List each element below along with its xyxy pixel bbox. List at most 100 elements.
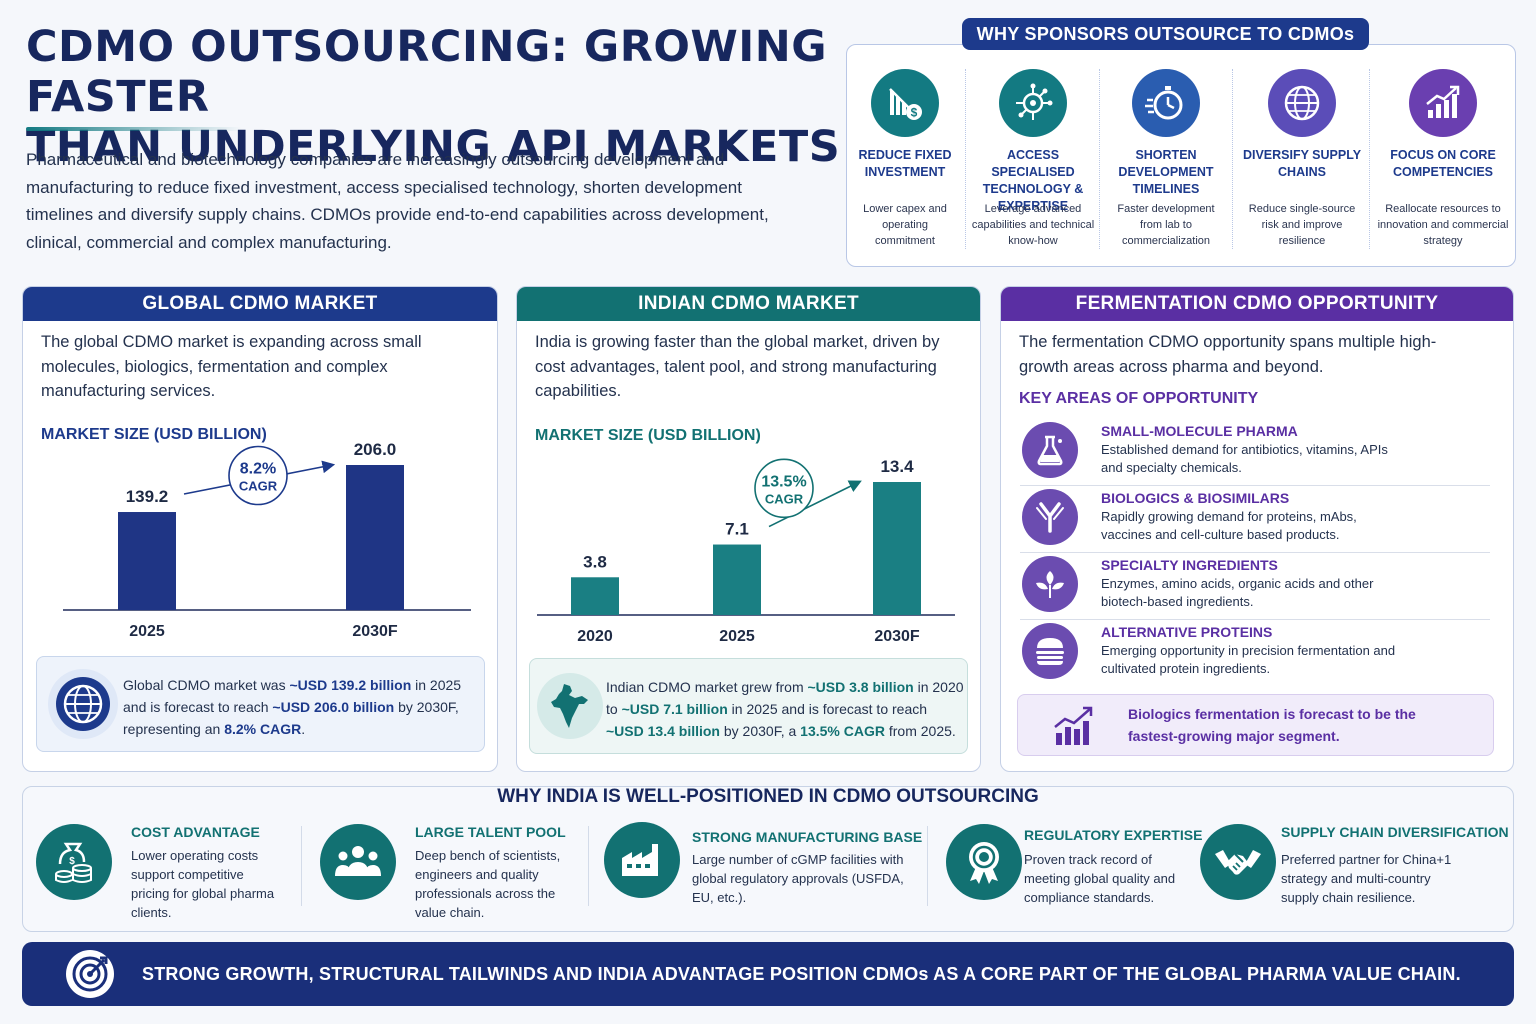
footer-banner: STRONG GROWTH, STRUCTURAL TAILWINDS AND … bbox=[22, 942, 1514, 1006]
india-item-heading: COST ADVANTAGE bbox=[131, 824, 260, 840]
info-highlight: ~USD 206.0 billion bbox=[272, 699, 395, 715]
indian-card-text: India is growing faster than the global … bbox=[535, 333, 940, 400]
opportunity-desc: Emerging opportunity in precision fermen… bbox=[1101, 643, 1396, 676]
why-item-desc: Lower capex and operating commitment bbox=[863, 203, 947, 247]
target-icon bbox=[66, 950, 114, 998]
chart-bar bbox=[873, 482, 921, 615]
leaf-icon bbox=[1022, 556, 1078, 612]
info-text-segment: by 2030F, representing an bbox=[123, 699, 459, 737]
intro-paragraph: Pharmaceutical and biotechnology compani… bbox=[26, 150, 769, 252]
opportunity-heading: SMALL-MOLECULE PHARMA bbox=[1101, 423, 1298, 439]
info-text-segment: in 2020 to bbox=[606, 679, 964, 717]
growth-chart-icon bbox=[1409, 69, 1477, 137]
fermentation-card-header: FERMENTATION CDMO OPPORTUNITY bbox=[1001, 287, 1513, 321]
chart-bar bbox=[713, 544, 761, 615]
svg-text:$: $ bbox=[69, 856, 75, 867]
india-item-heading: SUPPLY CHAIN DIVERSIFICATION bbox=[1281, 824, 1509, 840]
india-item-manufacturing: STRONG MANUFACTURING BASE Large number o… bbox=[604, 822, 924, 922]
opportunity-biologics: BIOLOGICS & BIOSIMILARS Rapidly growing … bbox=[1020, 487, 1490, 553]
title-line-1: CDMO OUTSOURCING: GROWING FASTER bbox=[26, 22, 828, 122]
info-highlight: 13.5% CAGR bbox=[800, 723, 885, 739]
india-map-icon bbox=[537, 673, 603, 739]
svg-text:$: $ bbox=[911, 106, 918, 120]
cagr-label: CAGR bbox=[765, 491, 804, 506]
info-highlight: 8.2% CAGR bbox=[224, 721, 302, 737]
global-card-text: The global CDMO market is expanding acro… bbox=[41, 333, 422, 400]
award-badge-icon bbox=[946, 824, 1022, 900]
chart-value-label: 7.1 bbox=[725, 520, 749, 539]
opportunity-alt-proteins: ALTERNATIVE PROTEINS Emerging opportunit… bbox=[1020, 621, 1490, 687]
why-item-reduce-investment: $ REDUCE FIXED INVESTMENT Lower capex an… bbox=[851, 69, 959, 259]
india-divider bbox=[927, 826, 928, 906]
global-chart-title: MARKET SIZE (USD BILLION) bbox=[41, 426, 267, 443]
info-text-segment: Global CDMO market was bbox=[123, 677, 290, 693]
why-item-timelines: SHORTEN DEVELOPMENT TIMELINES Faster dev… bbox=[1107, 69, 1225, 259]
technology-circuit-icon bbox=[999, 69, 1067, 137]
global-info-text: Global CDMO market was ~USD 139.2 billio… bbox=[123, 674, 479, 740]
money-bag-icon: $ bbox=[36, 824, 112, 900]
why-item-desc: Faster development from lab to commercia… bbox=[1117, 203, 1215, 247]
chart-value-label: 139.2 bbox=[126, 487, 169, 506]
chart-value-label: 206.0 bbox=[354, 440, 397, 459]
key-areas-title: KEY AREAS OF OPPORTUNITY bbox=[1019, 390, 1259, 407]
why-item-heading: FOCUS ON CORE COMPETENCIES bbox=[1390, 148, 1496, 179]
fermentation-card: FERMENTATION CDMO OPPORTUNITY The fermen… bbox=[1000, 286, 1514, 772]
opportunity-divider bbox=[1020, 619, 1490, 620]
opportunity-desc: Rapidly growing demand for proteins, mAb… bbox=[1101, 509, 1357, 542]
india-item-heading: LARGE TALENT POOL bbox=[415, 824, 566, 840]
chart-bar bbox=[571, 577, 619, 615]
opportunity-specialty: SPECIALTY INGREDIENTS Enzymes, amino aci… bbox=[1020, 554, 1490, 620]
india-divider bbox=[301, 826, 302, 906]
footer-text: STRONG GROWTH, STRUCTURAL TAILWINDS AND … bbox=[142, 964, 1461, 984]
india-item-supply-chain: SUPPLY CHAIN DIVERSIFICATION Preferred p… bbox=[1200, 822, 1509, 922]
india-item-desc: Lower operating costs support competitiv… bbox=[131, 848, 275, 920]
cagr-badge bbox=[228, 445, 288, 506]
opportunity-desc: Enzymes, amino acids, organic acids and … bbox=[1101, 576, 1374, 609]
global-info-box: Global CDMO market was ~USD 139.2 billio… bbox=[36, 656, 485, 752]
fermentation-highlight-box: Biologics fermentation is forecast to be… bbox=[1017, 694, 1494, 756]
growth-chart-icon bbox=[1054, 706, 1093, 745]
chart-category-label: 2020 bbox=[577, 628, 613, 645]
title-underline bbox=[26, 127, 242, 131]
info-text-segment: Indian CDMO market grew from bbox=[606, 679, 808, 695]
indian-market-card: INDIAN CDMO MARKET India is growing fast… bbox=[516, 286, 981, 772]
info-text-segment: by 2030F, a bbox=[719, 723, 801, 739]
fermentation-highlight-text: Biologics fermentation is forecast to be… bbox=[1128, 706, 1416, 744]
opportunity-small-molecule: SMALL-MOLECULE PHARMA Established demand… bbox=[1020, 420, 1490, 486]
why-item-core-competencies: FOCUS ON CORE COMPETENCIES Reallocate re… bbox=[1377, 69, 1509, 259]
india-position-title: WHY INDIA IS WELL-POSITIONED IN CDMO OUT… bbox=[497, 786, 1039, 807]
why-outsource-title: WHY SPONSORS OUTSOURCE TO CDMOs bbox=[962, 18, 1369, 50]
why-item-supply-chains: DIVERSIFY SUPPLY CHAINS Reduce single-so… bbox=[1241, 69, 1363, 259]
chart-category-label: 2025 bbox=[719, 628, 755, 645]
why-divider bbox=[965, 69, 966, 249]
why-item-heading: SHORTEN DEVELOPMENT TIMELINES bbox=[1118, 148, 1214, 196]
burger-icon bbox=[1022, 623, 1078, 679]
info-highlight: ~USD 139.2 billion bbox=[289, 677, 412, 693]
info-text-segment: in 2025 and is forecast to reach bbox=[123, 677, 462, 715]
stopwatch-icon bbox=[1132, 69, 1200, 137]
global-market-chart: 139.2 2025 206.0 2030F 8.2%CAGR bbox=[63, 440, 471, 640]
why-divider bbox=[1369, 69, 1370, 249]
opportunity-divider bbox=[1020, 552, 1490, 553]
india-item-desc: Proven track record of meeting global qu… bbox=[1024, 852, 1176, 905]
india-item-talent: LARGE TALENT POOL Deep bench of scientis… bbox=[320, 822, 580, 922]
india-divider bbox=[588, 826, 589, 906]
chart-category-label: 2030F bbox=[874, 628, 920, 645]
chart-category-label: 2030F bbox=[352, 623, 398, 640]
why-item-desc: Leverage advanced capabilities and techn… bbox=[971, 203, 1095, 247]
indian-market-chart: 3.8 2020 7.1 2025 13.4 2030F 13.5%CAGR bbox=[537, 457, 955, 645]
opportunity-divider bbox=[1020, 485, 1490, 486]
chart-value-label: 3.8 bbox=[583, 552, 607, 571]
chart-bar bbox=[118, 512, 176, 610]
opportunity-heading: BIOLOGICS & BIOSIMILARS bbox=[1101, 490, 1290, 506]
info-text-segment: from 2025. bbox=[884, 723, 956, 739]
india-item-desc: Preferred partner for China+1 strategy a… bbox=[1281, 852, 1452, 905]
opportunity-heading: SPECIALTY INGREDIENTS bbox=[1101, 557, 1278, 573]
opportunity-desc: Established demand for antibiotics, vita… bbox=[1101, 442, 1388, 475]
chart-bar bbox=[346, 465, 404, 610]
why-divider bbox=[1232, 69, 1233, 249]
info-text-segment: . bbox=[301, 721, 306, 737]
why-item-heading: DIVERSIFY SUPPLY CHAINS bbox=[1242, 148, 1362, 179]
india-item-desc: Large number of cGMP facilities with glo… bbox=[692, 852, 904, 905]
why-item-technology: ACCESS SPECIALISED TECHNOLOGY & EXPERTIS… bbox=[971, 69, 1095, 259]
